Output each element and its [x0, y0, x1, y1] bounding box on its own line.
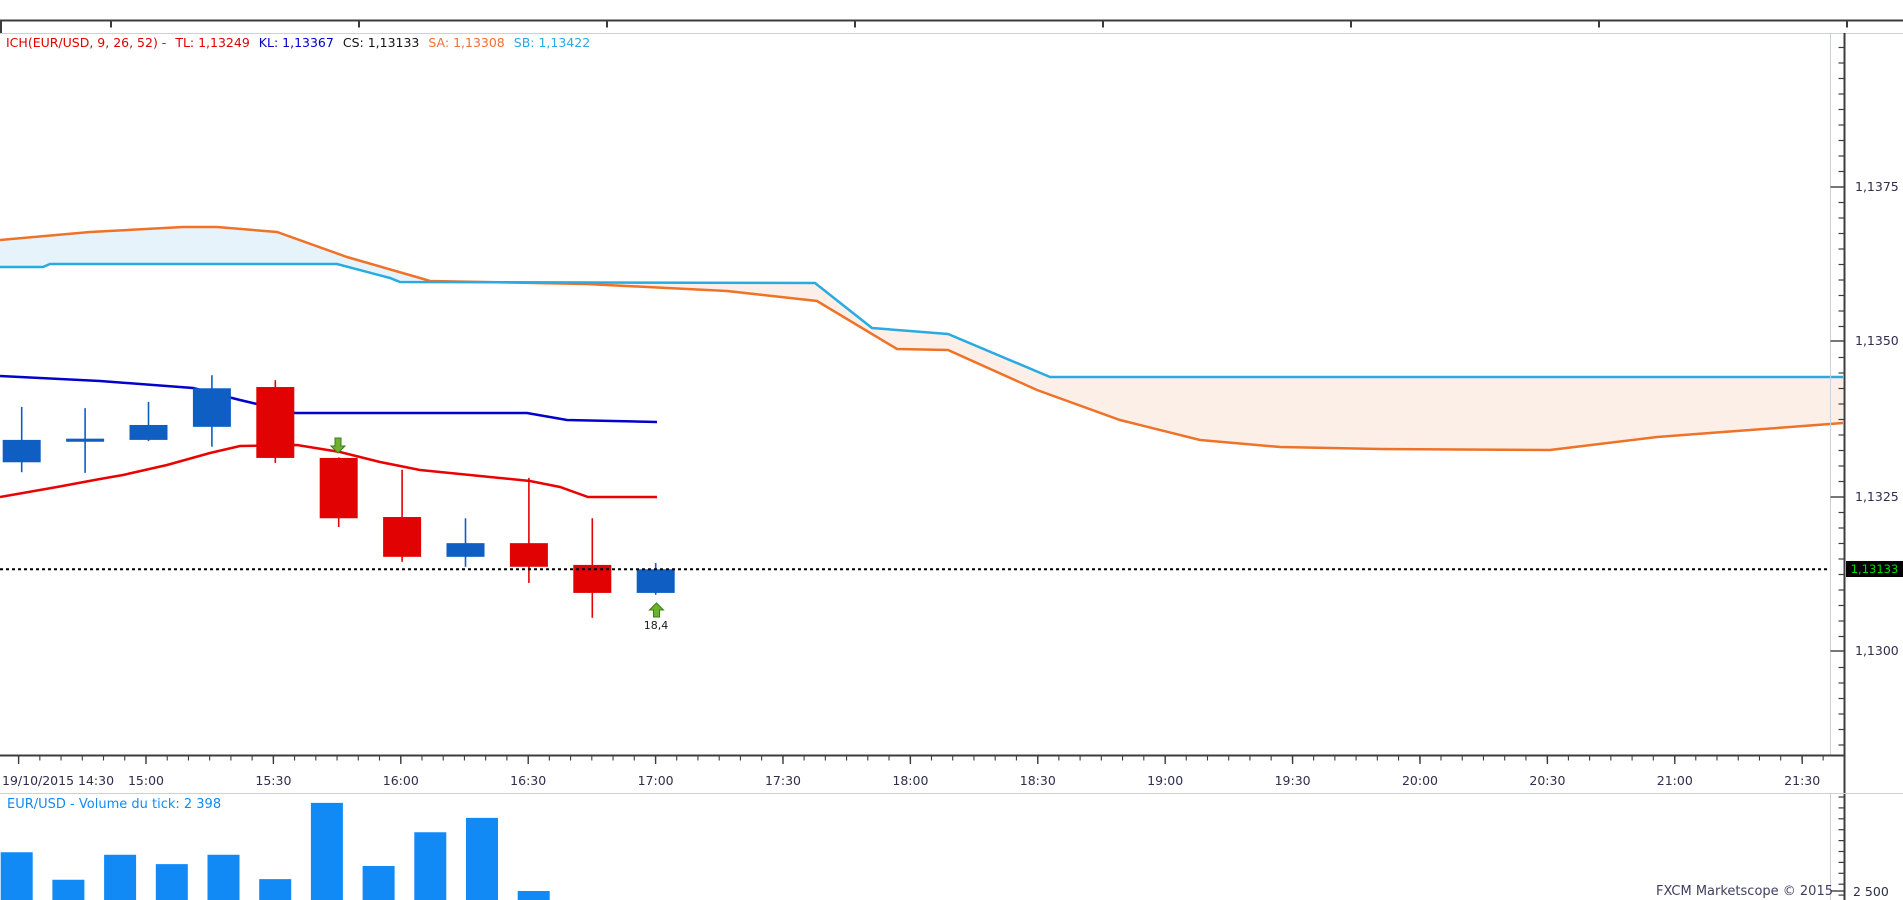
volume-bar — [414, 832, 447, 900]
candlestick — [509, 543, 548, 567]
ichimoku-cloud-bearish — [500, 282, 1843, 450]
volume-bar — [104, 854, 137, 900]
candlestick — [383, 517, 422, 557]
volume-bar — [52, 879, 85, 900]
time-axis-tick-label: 17:30 — [764, 773, 802, 788]
time-axis-tick-label: 21:30 — [1784, 773, 1821, 788]
price-axis-tick-label: 1,1325 — [1855, 489, 1899, 504]
volume-bar — [517, 891, 550, 900]
volume-bar — [466, 817, 498, 900]
legend-segment: KL: 1,13367 — [258, 35, 334, 50]
time-axis-tick-label: 20:00 — [1401, 773, 1439, 788]
volume-pane-title: EUR/USD - Volume du tick: 2 398 — [7, 797, 222, 812]
time-axis-tick-label: 19:00 — [1147, 773, 1184, 788]
time-axis-tick-label: 16:30 — [510, 773, 547, 788]
candlestick — [636, 569, 675, 593]
legend-segment: TL: 1,13249 — [175, 35, 250, 50]
buy-arrow-icon — [648, 602, 665, 618]
price-axis-tick-label: 1,1350 — [1855, 333, 1899, 348]
ichimoku-cloud-bullish — [0, 227, 500, 283]
senkou-span-a-line — [0, 225, 1844, 452]
price-axis-tick-label: 1,1300 — [1855, 643, 1899, 658]
watermark-fxcm-marketscope: FXCM Marketscope © 2015 — [1655, 884, 1833, 899]
time-axis-tick-label: 17:00 — [637, 773, 674, 788]
candlestick — [66, 438, 105, 442]
time-axis-tick-label: 21:00 — [1656, 773, 1693, 788]
candlestick — [573, 564, 612, 593]
legend-segment: ICH(EUR/USD, 9, 26, 52) - — [6, 35, 167, 50]
time-axis-tick-label: 18:00 — [892, 773, 929, 788]
time-axis-tick-label: 19:30 — [1274, 773, 1311, 788]
marker-distance-label: 18,4 — [643, 619, 669, 632]
candlestick — [2, 439, 41, 463]
volume-bar — [362, 866, 395, 900]
tenkan-line — [0, 443, 657, 499]
time-axis-tick-label: 16:00 — [382, 773, 419, 788]
kijun-line — [0, 374, 658, 424]
candlestick — [319, 457, 358, 519]
time-axis-tick-label: 18:30 — [1019, 773, 1056, 788]
candlestick — [446, 543, 485, 557]
candlestick — [192, 388, 231, 427]
time-axis-tick-label: 15:00 — [127, 773, 165, 788]
candlestick — [256, 387, 295, 458]
legend-segment: CS: 1,13133 — [342, 35, 420, 50]
time-axis-tick-label: 20:30 — [1529, 773, 1566, 788]
legend-segment: SB: 1,13422 — [513, 35, 591, 50]
sell-arrow-icon — [329, 437, 347, 454]
current-price-tag: 1,13133 — [1846, 561, 1903, 578]
time-axis-tick-label: 19/10/2015 14:30 — [2, 773, 115, 788]
volume-bar — [259, 879, 292, 900]
volume-bar — [0, 852, 33, 900]
volume-bar — [207, 854, 240, 900]
volume-bar — [310, 802, 343, 900]
indicator-legend: ICH(EUR/USD, 9, 26, 52) - TL: 1,13249 KL: … — [6, 35, 590, 50]
legend-segment: SA: 1,13308 — [428, 35, 505, 50]
senkou-span-b-line — [0, 262, 1843, 379]
volume-bar — [155, 864, 188, 900]
price-axis-tick-label: 1,1375 — [1855, 179, 1899, 194]
time-axis-tick-label: 15:30 — [255, 773, 292, 788]
candlestick — [129, 424, 168, 440]
volume-axis-label: 2 500 — [1853, 884, 1889, 899]
